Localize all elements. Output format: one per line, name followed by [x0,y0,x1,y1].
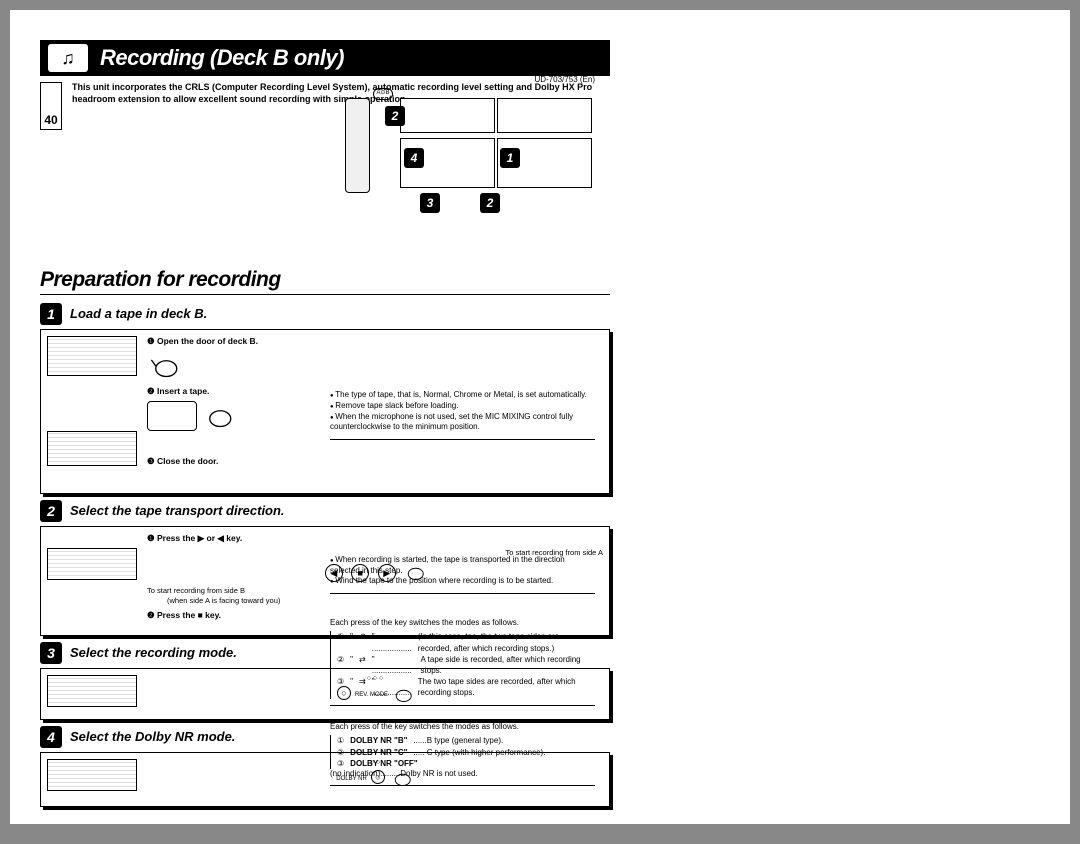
dolby-item-label: DOLBY NR "B" [350,735,407,746]
step-3-num: 3 [40,642,62,664]
step-1-title: Load a tape in deck B. [70,303,207,321]
deck-sketch-1a [47,336,137,376]
deck-sketch-1b [47,431,137,466]
deck-sketch-4 [47,759,137,791]
step2-sub1: ❶ Press the ▶ or ◀ key. [147,533,603,544]
step-4-num: 4 [40,726,62,748]
mode-icon: ⇉ [359,676,366,698]
component-box-2 [497,98,592,133]
note: When the microphone is not used, set the… [330,412,595,433]
remote-sketch [345,98,370,193]
notes-header: Each press of the key switches the modes… [330,618,595,628]
dolby-sym: ③ [337,758,344,769]
mode-sym: ③ [337,676,344,698]
tape-sketch [147,401,197,431]
page-title: Recording (Deck B only) [100,45,344,71]
note: Remove tape slack before loading. [330,401,595,412]
dolby-sym: ① [337,735,344,746]
dolby-sym: ② [337,747,344,758]
deck-sketch-2 [47,548,137,580]
marker-2a: 2 [385,106,405,126]
note: The type of tape, that is, Normal, Chrom… [330,390,595,401]
mode-text: (In this case, too, the two tape sides a… [418,631,595,653]
dolby-text: ......B type (general type). [413,735,503,746]
dolby-item-label: DOLBY NR "C" [350,747,407,758]
dolby-text: ..... C type (with higher performance). [413,747,545,758]
marker-1: 1 [500,148,520,168]
mode-sym: ① [337,631,344,653]
marker-4: 4 [404,148,424,168]
hand-icon-2 [201,401,236,431]
header-bar: ♫ Recording (Deck B only) [40,40,610,76]
marker-2b: 2 [480,193,500,213]
music-note-icon: ♫ [48,44,88,72]
component-box-1 [400,98,495,133]
page-number: 40 [40,82,62,130]
step-3-title: Select the recording mode. [70,642,237,660]
step-1-header: 1 Load a tape in deck B. [40,303,610,325]
section-title: Preparation for recording [40,268,610,295]
mode-text: The two tape sides are recorded, after w… [418,676,595,698]
step-2-notes: When recording is started, the tape is t… [330,555,595,600]
mode-icon: ⟲ [359,631,366,653]
step-3-notes: Each press of the key switches the modes… [330,618,595,712]
manual-page: ♫ Recording (Deck B only) UD-703/753 (En… [10,10,1070,824]
step-4-title: Select the Dolby NR mode. [70,726,235,744]
note: Wind the tape to the position where reco… [330,576,595,587]
mode-icon: ⇄ [359,654,366,676]
step-2-num: 2 [40,500,62,522]
step-1-notes: The type of tape, that is, Normal, Chrom… [330,390,595,446]
ab-indicator: A⊙B [373,88,393,100]
step-4-notes: Each press of the key switches the modes… [330,722,595,792]
model-label: UD-703/753 (En) [535,75,595,84]
step1-sub3: ❸ Close the door. [147,456,603,467]
equipment-diagram: A⊙B 2 4 1 3 2 [345,88,595,238]
notes-header: Each press of the key switches the modes… [330,722,595,732]
marker-3: 3 [420,193,440,213]
note: When recording is started, the tape is t… [330,555,595,576]
step-2-title: Select the tape transport direction. [70,500,285,518]
dolby-item-label: DOLBY NR "OFF" [350,758,417,769]
hand-icon [147,351,182,381]
mode-sym: ② [337,654,344,676]
step-1-num: 1 [40,303,62,325]
deck-sketch-3 [47,675,137,707]
mode-text: A tape side is recorded, after which rec… [421,654,595,676]
dolby-footer: (no indication).........Dolby NR is not … [330,769,595,779]
step-2-header: 2 Select the tape transport direction. [40,500,610,522]
step1-sub1: ❶ Open the door of deck B. [147,336,603,347]
